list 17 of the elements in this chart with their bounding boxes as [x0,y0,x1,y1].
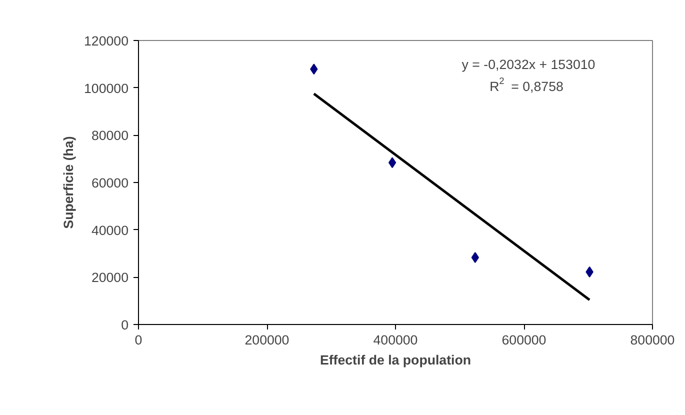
y-tick-label: 20000 [91,270,128,286]
y-tick-label: 120000 [84,34,129,48]
y-tick-label: 100000 [84,80,129,96]
x-tick-label: 800000 [630,332,675,348]
y-tick-label: 0 [121,318,129,332]
y-tick-label: 60000 [91,176,128,190]
annotation: y = -0,2032x + 153010 [462,57,596,72]
point [388,157,396,168]
x-axis-title: Effectif de la population [320,352,472,368]
y-axis-title: Superficie (ha) [61,136,76,229]
y-tick-label: 80000 [91,128,128,144]
point [471,252,480,264]
x-tick-label: 200000 [244,332,290,348]
y-tick-label: 40000 [91,222,128,238]
x-tick-label: 400000 [373,332,418,348]
x-tick-label: 0 [134,332,142,348]
x-tick-label: 600000 [502,332,546,348]
